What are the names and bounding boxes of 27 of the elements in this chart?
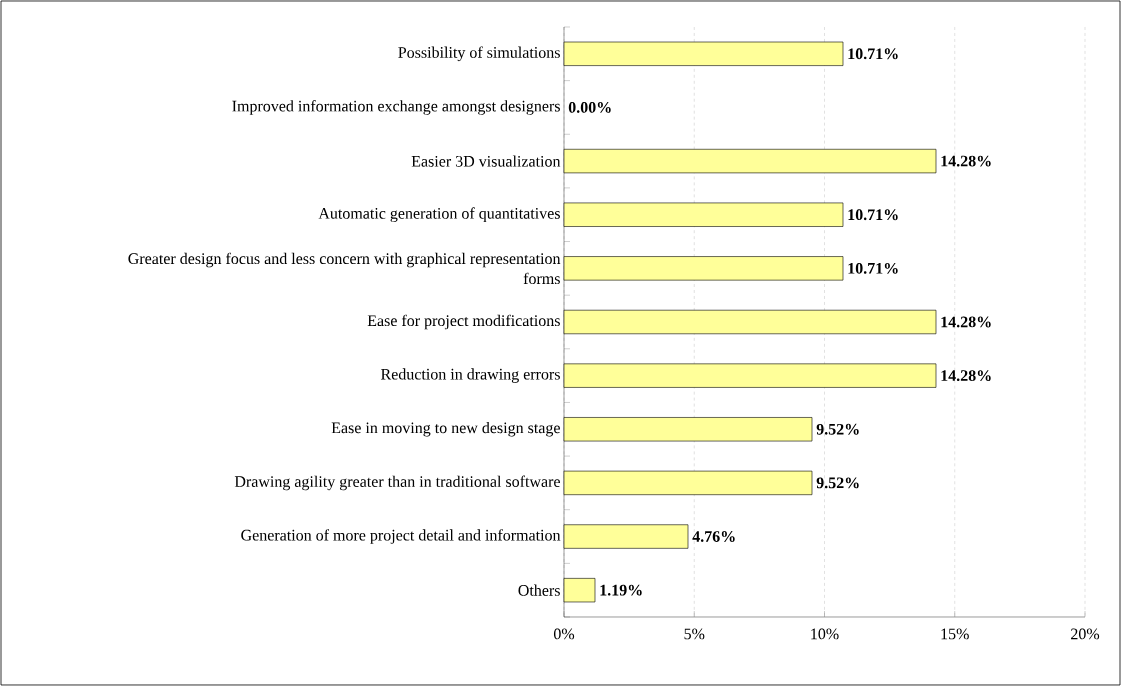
y-tick-label: Greater design focus and less concern with graphical representation forms [128, 252, 561, 285]
x-tick-label: 10% [811, 628, 839, 640]
y-tick-label: Improved information exchange amongst designers [232, 100, 560, 115]
y-tick-label: Ease in moving to new design stage [331, 421, 560, 437]
y-tick-label: Automatic generation of quantitatives [318, 207, 560, 223]
data-label: 14.28% [941, 155, 991, 167]
y-tick-label: Generation of more project detail and information [241, 529, 561, 544]
data-label: 9.52% [816, 423, 859, 435]
y-tick-label: Drawing agility greater than in traditional software [234, 475, 560, 491]
y-tick-label: Ease for project modifications [367, 314, 560, 330]
data-label: 1.19% [600, 584, 642, 596]
data-label: 14.28% [941, 370, 991, 382]
x-tick-label: 20% [1071, 628, 1100, 640]
y-tick-label: Possibility of simulations [398, 46, 560, 62]
y-tick-label: Easier 3D visualization [411, 155, 561, 167]
x-tick-label: 5% [684, 628, 705, 640]
data-label: 14.28% [941, 316, 991, 328]
x-tick-label: 0% [553, 628, 575, 640]
y-tick-label: Reduction in drawing errors [381, 368, 560, 383]
x-tick-label: 15% [941, 628, 969, 640]
data-label: 10.71% [848, 262, 898, 274]
data-label: 10.71% [848, 209, 898, 221]
data-label: 9.52% [816, 477, 859, 489]
data-label: 10.71% [848, 48, 898, 60]
data-label: 4.76% [692, 531, 735, 542]
data-label: 0.00% [568, 102, 611, 113]
y-tick-label: Others [518, 584, 560, 596]
